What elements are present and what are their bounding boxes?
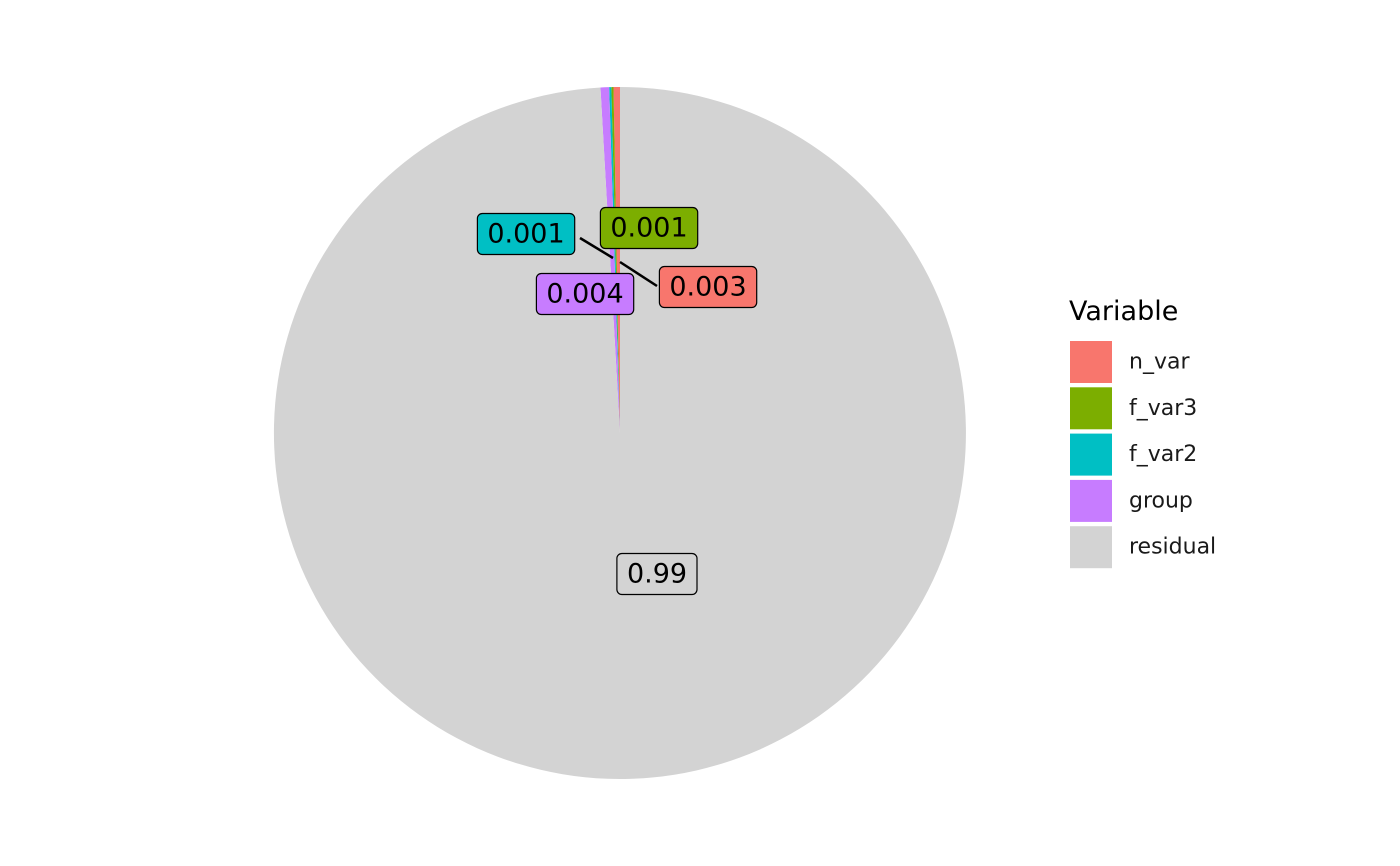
pie-slice-residual — [273, 87, 966, 780]
data-label-f-var2: 0.001 — [476, 212, 576, 256]
legend-label: n_var — [1129, 350, 1190, 375]
legend-swatch — [1070, 341, 1112, 383]
legend-label: residual — [1129, 535, 1216, 560]
data-label-text: 0.001 — [487, 219, 564, 250]
data-label-box — [658, 265, 758, 309]
data-label-residual: 0.99 — [616, 552, 698, 596]
data-label-box — [476, 212, 576, 256]
legend-label: f_var3 — [1129, 396, 1197, 421]
legend-swatch — [1070, 433, 1112, 476]
legend-label: f_var2 — [1129, 442, 1197, 467]
pie-slices — [273, 86, 966, 780]
legend-label: group — [1129, 488, 1193, 513]
legend-item-f-var3: f_var3 — [1070, 387, 1197, 430]
legend-title: Variable — [1069, 296, 1178, 327]
data-label-text: 0.003 — [669, 272, 746, 303]
legend-swatch — [1070, 387, 1112, 430]
data-label-group: 0.004 — [535, 272, 635, 316]
leader-line-f-var2 — [579, 236, 614, 260]
data-label-text: 0.001 — [610, 213, 687, 244]
leader-line-n-var — [619, 260, 658, 288]
data-label-f-var3: 0.001 — [599, 206, 699, 250]
legend-swatch — [1070, 479, 1112, 522]
legend-item-group: group — [1070, 479, 1193, 522]
data-label-box — [599, 206, 699, 250]
pie-slice-f-var2 — [609, 87, 620, 434]
legend-item-f-var2: f_var2 — [1070, 433, 1197, 476]
pie-slice-group — [600, 87, 620, 434]
data-label-n-var: 0.003 — [658, 265, 758, 309]
data-label-text: 0.004 — [546, 279, 623, 310]
data-label-box — [616, 552, 698, 596]
slice-data-labels: 0.003 0.001 0.001 0.004 0.99 — [476, 206, 758, 596]
pie-slice-n-var — [613, 86, 620, 433]
pie-slice-f-var3 — [611, 87, 620, 433]
data-label-text: 0.99 — [627, 559, 687, 590]
legend-swatch — [1070, 526, 1112, 569]
legend-item-residual: residual — [1070, 526, 1216, 569]
label-leader-lines — [579, 236, 658, 288]
data-label-box — [535, 272, 635, 316]
legend-item-n-var: n_var — [1070, 341, 1190, 383]
